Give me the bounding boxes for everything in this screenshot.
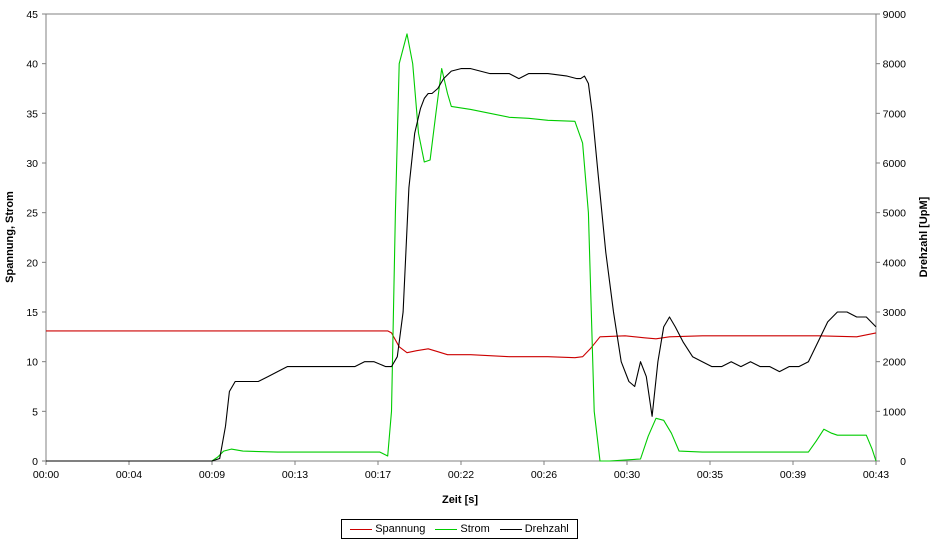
x-tick-label: 00:39 — [780, 469, 806, 481]
legend-label-spannung: Spannung — [375, 523, 426, 535]
right-y-tick-label: 7000 — [883, 108, 907, 120]
legend-swatch-spannung — [350, 528, 373, 530]
series-line-spannung — [46, 330, 877, 359]
right-y-tick-label: 3000 — [883, 307, 907, 319]
right-y-tick-label: 4000 — [883, 257, 907, 269]
left-y-tick-label: 45 — [26, 9, 38, 21]
series-line-strom — [46, 33, 877, 462]
right-y-tick-label: 9000 — [883, 9, 907, 21]
legend-swatch-strom — [435, 528, 458, 530]
x-tick-label: 00:26 — [531, 469, 557, 481]
left-y-tick-label: 40 — [26, 59, 38, 71]
x-tick-label: 00:13 — [282, 469, 308, 481]
x-tick-label: 00:04 — [116, 469, 142, 481]
x-tick-label: 00:22 — [448, 469, 474, 481]
left-y-tick-label: 10 — [26, 357, 38, 369]
right-y-tick-label: 2000 — [883, 357, 907, 369]
x-tick-label: 00:35 — [697, 469, 723, 481]
x-tick-label: 00:30 — [614, 469, 640, 481]
plot-area — [45, 13, 877, 462]
series-lines — [46, 33, 877, 462]
right-y-axis-label: Drehzahl [UpM] — [918, 196, 930, 277]
left-y-tick-label: 15 — [26, 307, 38, 319]
right-y-tick-label: 5000 — [883, 208, 907, 220]
x-axis-label: Zeit [s] — [442, 494, 478, 506]
x-tick-label: 00:17 — [365, 469, 391, 481]
series-line-drehzahl — [46, 68, 877, 462]
left-y-tick-label: 35 — [26, 108, 38, 120]
legend: Spannung Strom Drehzahl — [341, 519, 578, 539]
legend-swatch-drehzahl — [499, 528, 522, 530]
legend-item-spannung: Spannung — [350, 523, 425, 535]
left-y-tick-label: 20 — [26, 257, 38, 269]
left-y-tick-label: 5 — [32, 406, 38, 418]
legend-item-strom: Strom — [435, 523, 490, 535]
legend-label-strom: Strom — [460, 523, 490, 535]
right-y-tick-label: 1000 — [883, 406, 907, 418]
left-y-axis-ticks: 0 5 10 15 20 25 30 35 40 45 — [26, 9, 46, 468]
legend-label-drehzahl: Drehzahl — [524, 523, 569, 535]
left-y-axis-label: Spannung, Strom — [4, 191, 16, 283]
x-tick-label: 00:00 — [33, 469, 59, 481]
x-tick-label: 00:43 — [863, 469, 889, 481]
x-tick-label: 00:09 — [199, 469, 225, 481]
x-axis-ticks: 00:00 00:04 00:09 00:13 00:17 00:22 00:26 00:30… — [33, 461, 889, 481]
left-y-tick-label: 30 — [26, 158, 38, 170]
legend-item-drehzahl: Drehzahl — [499, 523, 569, 535]
left-y-tick-label: 0 — [32, 456, 38, 468]
right-y-tick-label: 6000 — [883, 158, 907, 170]
right-y-tick-label: 0 — [900, 456, 906, 468]
left-y-tick-label: 25 — [26, 208, 38, 220]
right-y-tick-label: 8000 — [883, 59, 907, 71]
right-y-axis-ticks: 0 1000 2000 3000 4000 5000 6000 7000 8000 9000 — [876, 9, 906, 468]
